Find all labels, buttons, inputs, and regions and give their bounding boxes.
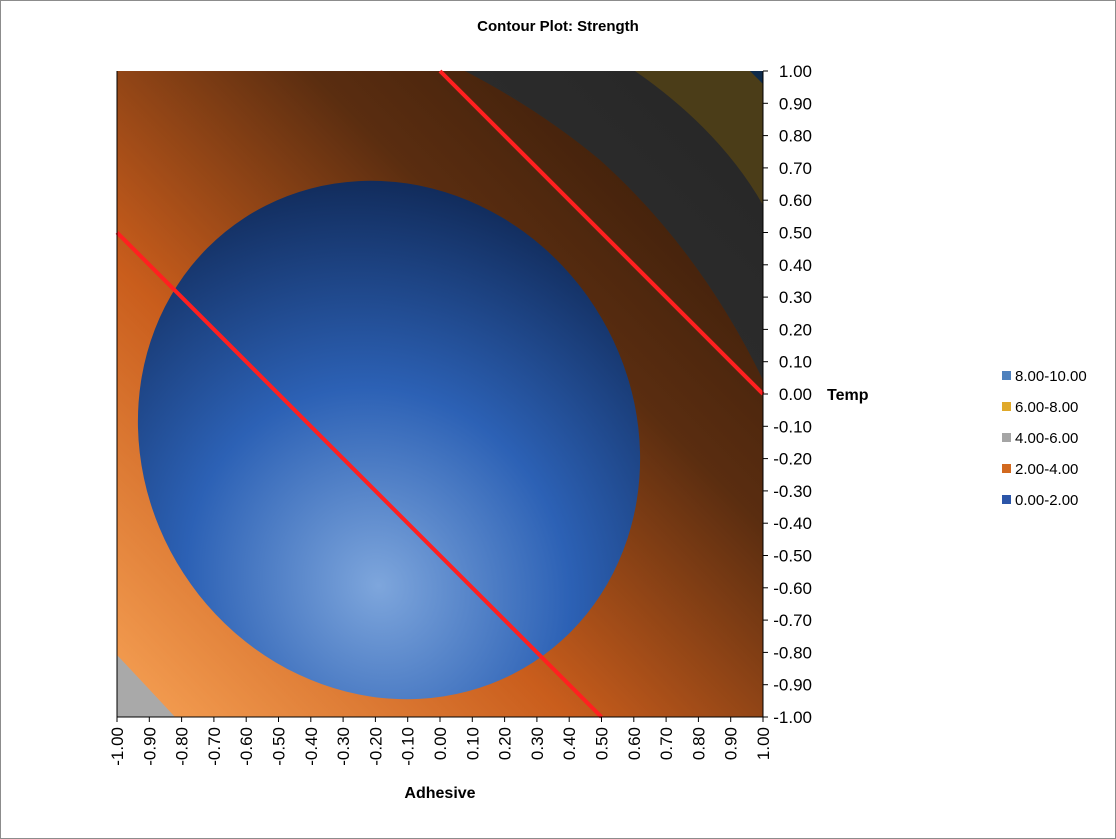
- x-tick-label: 1.00: [754, 727, 773, 760]
- legend-swatch: [1002, 402, 1011, 411]
- y-tick-label: 0.80: [779, 127, 812, 146]
- y-tick-label: -0.30: [773, 482, 812, 501]
- band-0-2: [137, 180, 641, 700]
- x-tick-label: 0.30: [528, 727, 547, 760]
- x-tick-label: -0.80: [173, 727, 192, 766]
- y-tick-labels: 1.00 0.90 0.80 0.70 0.60 0.50 0.40 0.30 0.20 0.10…: [763, 62, 812, 727]
- y-tick-label: -0.50: [773, 547, 812, 566]
- band-8-10: [750, 71, 763, 84]
- y-tick-label: -0.70: [773, 611, 812, 630]
- x-tick-label: 0.90: [722, 727, 741, 760]
- legend-swatch: [1002, 371, 1011, 380]
- contour-fill: [117, 71, 763, 717]
- y-tick-label: 0.40: [779, 256, 812, 275]
- legend-label: 8.00-10.00: [1015, 368, 1087, 385]
- y-tick-label: -0.90: [773, 676, 812, 695]
- x-tick-label: -0.90: [140, 727, 159, 766]
- chart-title: Contour Plot: Strength: [477, 18, 639, 35]
- x-tick-labels: -1.00 -0.90 -0.80 -0.70 -0.60 -0.50 -0.40 -0.30…: [108, 717, 773, 766]
- y-tick-label: 0.60: [779, 191, 812, 210]
- band-6-8: [635, 71, 763, 205]
- reference-lines: [115, 69, 765, 719]
- y-tick-label: -0.20: [773, 450, 812, 469]
- x-tick-label: 0.20: [496, 727, 515, 760]
- x-tick-label: 0.10: [463, 727, 482, 760]
- y-tick-label: 1.00: [779, 62, 812, 81]
- x-tick-label: -0.20: [366, 727, 385, 766]
- y-axis-title: Temp: [827, 387, 869, 404]
- x-tick-label: -1.00: [108, 727, 127, 766]
- y-tick-label: 0.70: [779, 159, 812, 178]
- x-tick-label: 0.00: [431, 727, 450, 760]
- legend-swatch: [1002, 433, 1011, 442]
- x-tick-label: -0.40: [302, 727, 321, 766]
- y-tick-label: 0.20: [779, 320, 812, 339]
- legend-label: 0.00-2.00: [1015, 492, 1078, 509]
- legend-label: 4.00-6.00: [1015, 430, 1078, 447]
- legend: 8.00-10.00 6.00-8.00 4.00-6.00 2.00-4.00 0.0…: [1002, 368, 1087, 509]
- x-tick-label: -0.70: [205, 727, 224, 766]
- y-tick-label: -0.80: [773, 643, 812, 662]
- y-tick-label: 0.30: [779, 288, 812, 307]
- legend-swatch: [1002, 464, 1011, 473]
- x-tick-label: -0.10: [399, 727, 418, 766]
- x-tick-label: 0.50: [593, 727, 612, 760]
- y-tick-label: 0.00: [779, 385, 812, 404]
- y-tick-label: 0.10: [779, 353, 812, 372]
- x-tick-label: 0.70: [657, 727, 676, 760]
- band-4-6-lowerleft: [117, 655, 175, 717]
- legend-label: 2.00-4.00: [1015, 461, 1078, 478]
- legend-swatch: [1002, 495, 1011, 504]
- y-tick-label: 0.90: [779, 94, 812, 113]
- band-dark-upperright: [465, 71, 763, 380]
- x-tick-label: -0.50: [270, 727, 289, 766]
- x-tick-label: 0.60: [625, 727, 644, 760]
- y-tick-label: -0.40: [773, 514, 812, 533]
- y-tick-label: -0.60: [773, 579, 812, 598]
- reference-line-2: [438, 69, 765, 396]
- y-tick-label: -0.10: [773, 417, 812, 436]
- legend-label: 6.00-8.00: [1015, 399, 1078, 416]
- x-tick-label: 0.40: [560, 727, 579, 760]
- y-tick-label: -1.00: [773, 708, 812, 727]
- reference-line-1: [115, 231, 603, 719]
- x-tick-label: -0.30: [334, 727, 353, 766]
- x-axis-title: Adhesive: [404, 785, 475, 802]
- x-tick-label: -0.60: [237, 727, 256, 766]
- y-tick-label: 0.50: [779, 224, 812, 243]
- x-tick-label: 0.80: [689, 727, 708, 760]
